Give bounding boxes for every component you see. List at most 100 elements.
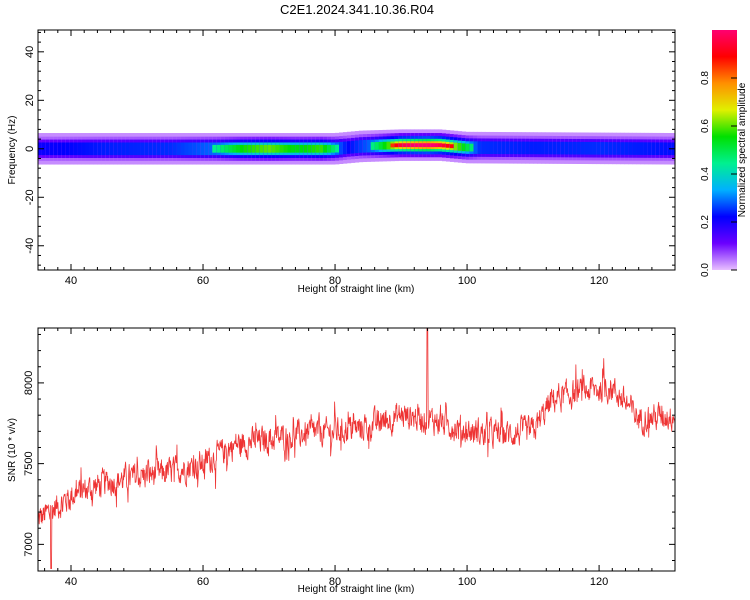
- heatmap-cell: [362, 139, 368, 153]
- heatmap-cell: [164, 142, 170, 156]
- heatmap-cell: [275, 144, 280, 153]
- heatmap-cell: [624, 142, 629, 155]
- heatmap-cell: [620, 142, 625, 155]
- heatmap-cell: [354, 140, 360, 154]
- heatmap-cell: [438, 143, 443, 148]
- heatmap-x-axis-label: Height of straight line (km): [298, 284, 415, 295]
- snr-x-axis-label: Height of straight line (km): [298, 584, 415, 595]
- heatmap-cell: [224, 144, 229, 153]
- heatmap-frame: [37, 29, 676, 271]
- snr-x-tick-label: 60: [197, 576, 209, 588]
- heatmap-cell: [279, 144, 284, 153]
- heatmap-cell: [255, 144, 261, 153]
- heatmap-cell: [342, 141, 348, 155]
- heatmap-cell: [196, 142, 201, 156]
- heatmap-cell: [303, 144, 308, 153]
- heatmap-cell: [612, 142, 617, 155]
- heatmap-cell: [374, 142, 380, 150]
- heatmap-cell: [434, 143, 439, 148]
- heatmap-cell: [497, 141, 502, 155]
- heatmap-y-tick-label: 40: [24, 46, 36, 58]
- heatmap-y-tick-label: 0: [24, 146, 36, 152]
- heatmap-cell: [228, 144, 233, 153]
- snr-panel: 40 60 80 100 120 7000 7500 8000 Height of strai…: [7, 327, 676, 595]
- heatmap-cell: [505, 141, 510, 155]
- heatmap-y-tick-label: -40: [24, 238, 36, 254]
- heatmap-cell: [69, 142, 75, 156]
- heatmap-cell: [57, 142, 63, 156]
- heatmap-cell: [216, 144, 221, 153]
- heatmap-cell: [449, 144, 455, 149]
- heatmap-cell: [604, 142, 609, 155]
- snr-x-tick-label: 100: [458, 576, 476, 588]
- heatmap-cell: [418, 143, 423, 148]
- heatmap-cell: [319, 144, 324, 153]
- snr-plot-area: [38, 328, 675, 571]
- heatmap-cell: [473, 141, 479, 154]
- heatmap-cell: [271, 144, 277, 153]
- heatmap-cell: [236, 144, 241, 153]
- heatmap-cell: [398, 143, 403, 148]
- heatmap-cell: [200, 142, 205, 156]
- heatmap-cell: [188, 142, 193, 156]
- heatmap-x-tick-label: 100: [458, 275, 476, 287]
- heatmap-cell: [430, 143, 435, 148]
- heatmap-cell: [109, 142, 114, 156]
- heatmap-cell: [477, 141, 482, 154]
- heatmap-cell: [655, 142, 661, 155]
- colorbar-tick-label: 0.6: [700, 119, 711, 133]
- heatmap-cell: [323, 144, 328, 153]
- heatmap-cell: [204, 142, 209, 156]
- heatmap-cell: [445, 143, 451, 148]
- heatmap-cell: [101, 142, 106, 156]
- heatmap-y-tick-label: -20: [24, 189, 36, 205]
- heatmap-cell: [327, 144, 332, 153]
- snr-y-axis-label: SNR (10 * v/v): [7, 418, 18, 482]
- heatmap-y-tick-label: 20: [24, 94, 36, 106]
- heatmap-band: [38, 129, 675, 165]
- heatmap-cell: [616, 142, 621, 155]
- colorbar-ticks: 0.0 0.2 0.4 0.6 0.8: [700, 71, 737, 277]
- snr-y-tick-label: 7000: [23, 532, 35, 556]
- heatmap-cell: [509, 141, 514, 155]
- heatmap-cell: [390, 143, 395, 148]
- heatmap-cell: [208, 142, 213, 156]
- heatmap-cell: [453, 142, 459, 151]
- heatmap-cell: [73, 142, 79, 156]
- heatmap-cell: [608, 142, 613, 155]
- heatmap-cell: [568, 141, 574, 155]
- heatmap-cell: [541, 141, 546, 155]
- heatmap-cell: [588, 141, 593, 155]
- heatmap-ticks: 40 60 80 100 120 -40 -20 0 20 40: [24, 30, 675, 287]
- heatmap-cell: [125, 142, 130, 156]
- heatmap-cell: [152, 142, 158, 156]
- heatmap-panel: 40 60 80 100 120 -40 -20 0 20 40 Height of straig…: [7, 29, 676, 295]
- heatmap-cell: [212, 144, 217, 153]
- heatmap-cell: [89, 142, 94, 156]
- heatmap-cell: [105, 142, 110, 156]
- heatmap-cell: [469, 143, 475, 152]
- heatmap-cell: [548, 141, 554, 155]
- heatmap-cell: [220, 144, 225, 153]
- heatmap-cell: [441, 143, 447, 148]
- heatmap-cell: [663, 142, 669, 156]
- heatmap-cell: [85, 142, 90, 156]
- heatmap-cell: [117, 142, 122, 156]
- heatmap-cell: [53, 142, 59, 156]
- heatmap-cell: [378, 141, 383, 150]
- heatmap-cell: [584, 141, 589, 155]
- heatmap-cell: [485, 141, 490, 154]
- heatmap-cell: [311, 144, 316, 153]
- heatmap-cell: [382, 141, 387, 150]
- snr-series-line: [38, 328, 675, 569]
- heatmap-cell: [315, 144, 320, 153]
- heatmap-cell: [133, 142, 138, 156]
- heatmap-cell: [576, 141, 581, 155]
- heatmap-cell: [45, 142, 51, 156]
- heatmap-cell: [572, 141, 578, 155]
- snr-y-tick-label: 8000: [23, 371, 35, 395]
- colorbar-tick-label: 0.4: [700, 167, 711, 181]
- snr-frame: [37, 327, 676, 572]
- heatmap-cell: [659, 142, 665, 156]
